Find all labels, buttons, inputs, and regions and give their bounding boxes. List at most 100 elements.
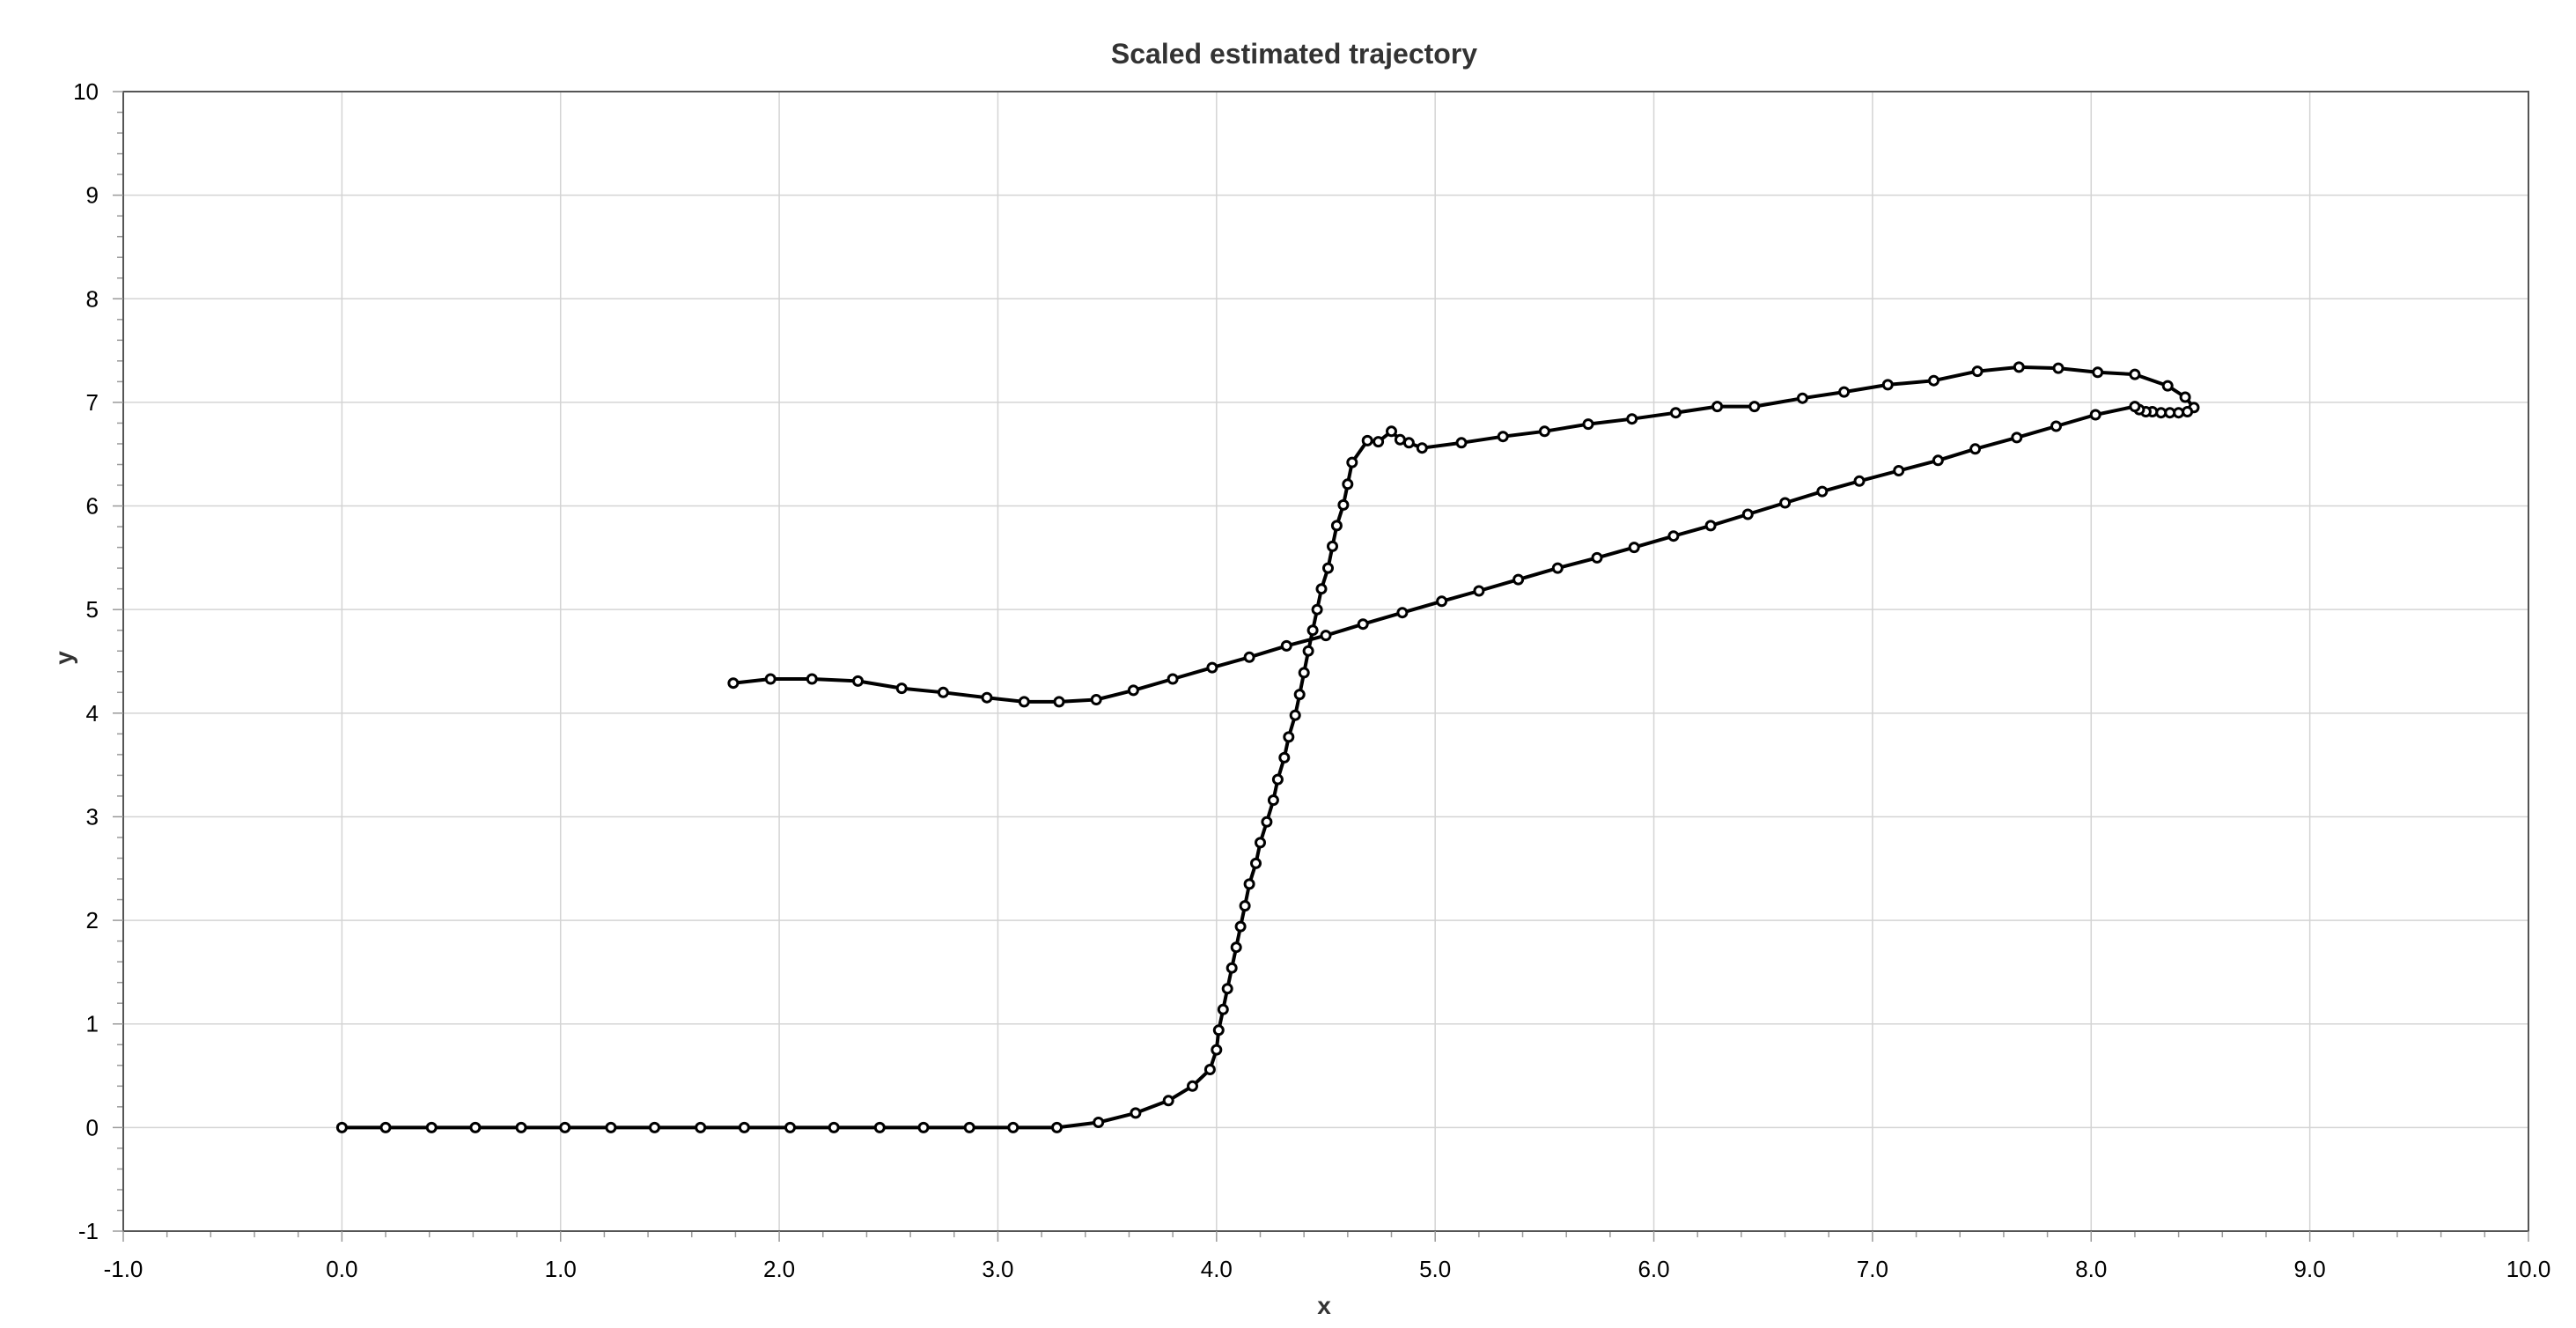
trajectory-point xyxy=(1741,508,1754,520)
trajectory-point xyxy=(1969,443,1982,455)
trajectory-point xyxy=(1582,418,1594,431)
x-tick-label: 5.0 xyxy=(1419,1256,1451,1282)
trajectory-point xyxy=(1551,562,1564,574)
trajectory-point xyxy=(1455,437,1468,449)
x-tick-label: 9.0 xyxy=(2294,1256,2326,1282)
y-tick-label: 9 xyxy=(86,182,99,209)
trajectory-point xyxy=(1402,437,1415,449)
chart-title: Scaled estimated trajectory xyxy=(1111,38,1477,70)
trajectory-point xyxy=(784,1121,796,1133)
trajectory-point xyxy=(1255,837,1266,849)
plot-frame xyxy=(122,91,2529,1232)
trajectory-point xyxy=(1234,920,1247,933)
trajectory-point xyxy=(1320,630,1332,642)
trajectory-point xyxy=(1203,1064,1216,1075)
trajectory-point xyxy=(2089,409,2101,421)
trajectory-point xyxy=(1928,374,1939,387)
trajectory-point xyxy=(515,1121,527,1133)
y-tick-label: 0 xyxy=(86,1114,99,1140)
x-tick-label: 4.0 xyxy=(1201,1256,1233,1282)
trajectory-point xyxy=(1225,962,1238,974)
trajectory-point xyxy=(2155,407,2168,419)
trajectory-point xyxy=(1243,878,1255,890)
trajectory-point xyxy=(1816,485,1829,498)
trajectory-point xyxy=(1271,773,1284,786)
trajectory-point xyxy=(1230,941,1242,954)
trajectory-point xyxy=(1346,456,1358,468)
y-tick-label: 1 xyxy=(86,1011,99,1037)
trajectory-point xyxy=(2129,368,2141,380)
x-tick-label: 7.0 xyxy=(1857,1256,1888,1282)
y-tick-label: 3 xyxy=(86,803,99,830)
trajectory-point xyxy=(1779,497,1792,509)
trajectory-point xyxy=(1007,1121,1019,1133)
trajectory-point xyxy=(1090,694,1102,705)
trajectory-point xyxy=(1327,540,1338,552)
trajectory-point xyxy=(1538,425,1550,438)
trajectory-point xyxy=(727,677,740,690)
trajectory-point xyxy=(2182,406,2194,417)
y-axis-label: y xyxy=(50,651,77,665)
trajectory-point xyxy=(873,1121,886,1133)
trajectory-point xyxy=(828,1121,840,1133)
trajectory-point xyxy=(1373,436,1385,448)
trajectory-point xyxy=(379,1121,392,1133)
trajectory-line xyxy=(342,365,2196,1130)
series-layer xyxy=(335,361,2200,1133)
trajectory-point xyxy=(1018,696,1030,708)
trajectory-point xyxy=(1212,1024,1225,1037)
trajectory-point xyxy=(1330,520,1343,532)
trajectory-point xyxy=(1361,434,1373,446)
y-tick-label: 7 xyxy=(86,389,99,416)
x-tick-label: 1.0 xyxy=(545,1256,577,1282)
trajectory-point xyxy=(1342,478,1354,491)
trajectory-point xyxy=(1591,551,1603,564)
trajectory-point xyxy=(1932,454,1944,467)
trajectory-point xyxy=(1748,401,1761,413)
trajectory-point xyxy=(917,1121,930,1133)
trajectory-point xyxy=(1267,794,1279,807)
x-axis-ticks: -1.0 0.0 1.0 2.0 3.0 4.0 5.0 6.0 7.0 8.0 9.0 10.0 xyxy=(104,1231,2550,1282)
trajectory-point xyxy=(1130,1107,1142,1119)
y-tick-label: 6 xyxy=(86,493,99,520)
trajectory-point xyxy=(2013,361,2025,373)
trajectory-point xyxy=(1289,709,1301,721)
trajectory-point xyxy=(738,1121,750,1133)
x-tick-label: -1.0 xyxy=(104,1256,144,1282)
trajectory-point xyxy=(2161,380,2174,392)
x-axis-label: x xyxy=(1317,1292,1331,1319)
trajectory-point xyxy=(1053,696,1065,708)
trajectory-point xyxy=(1512,573,1525,586)
trajectory-point xyxy=(1838,386,1851,398)
trajectory-point xyxy=(1217,1003,1229,1015)
trajectory-point xyxy=(1669,407,1682,419)
trajectory-point xyxy=(1497,431,1509,443)
trajectory-point xyxy=(1302,645,1314,657)
trajectory-point xyxy=(1357,618,1369,631)
y-tick-label: 8 xyxy=(86,285,99,312)
x-tick-label: 8.0 xyxy=(2075,1256,2107,1282)
trajectory-point xyxy=(1337,498,1350,511)
trajectory-point xyxy=(981,691,993,704)
trajectory-point xyxy=(1796,392,1808,404)
trajectory-point xyxy=(1187,1080,1198,1092)
trajectory-point xyxy=(695,1121,707,1133)
trajectory-point xyxy=(1239,900,1251,912)
trajectory-point xyxy=(806,673,818,685)
trajectory-point xyxy=(1306,624,1319,637)
trajectory-point xyxy=(1206,661,1218,674)
trajectory-point xyxy=(1221,983,1233,995)
y-tick-label: 4 xyxy=(86,700,99,727)
trajectory-point xyxy=(1853,475,1866,487)
trajectory-point xyxy=(2179,391,2191,403)
trajectory-point xyxy=(1473,585,1485,597)
trajectory-point xyxy=(852,675,864,687)
trajectory-point xyxy=(1051,1121,1063,1133)
trajectory-point xyxy=(1243,651,1255,663)
y-tick-label: 2 xyxy=(86,907,99,933)
trajectory-point xyxy=(2050,420,2062,432)
y-axis-ticks: -1 0 1 2 3 4 5 6 7 8 9 10 xyxy=(73,78,123,1244)
trajectory-point xyxy=(2011,432,2023,444)
trajectory-point xyxy=(559,1121,571,1133)
